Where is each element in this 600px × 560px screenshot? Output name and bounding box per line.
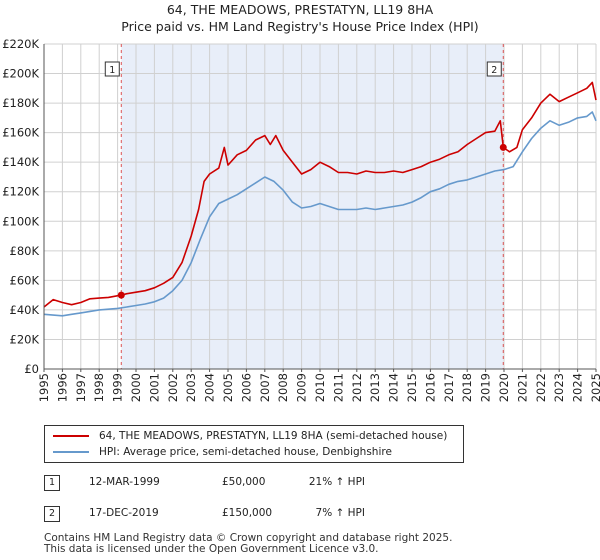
x-tick-label: 2021: [515, 373, 529, 402]
x-tick-label: 2012: [350, 373, 364, 402]
y-tick-label: £40K: [10, 303, 40, 317]
y-tick-label: £140K: [2, 155, 39, 169]
property-series-line: [43, 81, 597, 308]
sale-label-box: [104, 61, 120, 77]
legend-swatch-property: [53, 435, 89, 437]
x-tick-label: 2006: [239, 373, 253, 402]
y-tick-label: £160K: [2, 126, 39, 140]
x-tick-label: 2001: [147, 373, 161, 402]
x-tick-label: 2002: [166, 373, 180, 402]
x-tick-label: 2015: [405, 373, 419, 402]
x-tick-label: 2010: [313, 373, 327, 402]
price-chart: 1 2 £0 £20K £40K £60K £80K £100K £120K £140K £160K…: [2, 37, 600, 402]
sale-hpi-change: 21% ↑ HPI: [308, 476, 365, 488]
x-tick-label: 2016: [423, 373, 437, 402]
sale-number-badge: 1: [44, 475, 60, 491]
sale-price: £50,000: [222, 476, 266, 488]
sale-label-box: [486, 61, 502, 77]
y-tick-label: £0: [24, 362, 39, 376]
x-tick-label: 2000: [129, 373, 143, 402]
y-tick-label: £220K: [2, 37, 39, 51]
sale-hpi-change: 7% ↑ HPI: [315, 507, 365, 519]
x-tick-label: 2025: [589, 373, 600, 402]
x-tick-label: 2014: [387, 373, 401, 402]
x-tick-label: 1995: [37, 373, 51, 402]
x-tick-label: 2007: [258, 373, 272, 402]
chart-subtitle: Price paid vs. HM Land Registry's House …: [121, 19, 479, 34]
x-tick-label: 2011: [331, 373, 345, 402]
sale-number-badge: 2: [44, 506, 60, 522]
y-tick-label: £80K: [10, 244, 40, 258]
sale-date: 12-MAR-1999: [89, 476, 160, 488]
sale-label-number: 2: [491, 65, 497, 76]
y-tick-label: £120K: [2, 185, 39, 199]
y-tick-label: £200K: [2, 67, 39, 81]
sale-price: £150,000: [222, 507, 273, 519]
sale-point: [117, 291, 125, 299]
x-tick-label: 2022: [534, 373, 548, 402]
chart-title-address: 64, THE MEADOWS, PRESTATYN, LL19 8HA: [166, 2, 434, 17]
legend-swatch-hpi: [53, 451, 89, 453]
chart-legend: 64, THE MEADOWS, PRESTATYN, LL19 8HA (se…: [44, 425, 464, 463]
x-tick-label: 2024: [571, 373, 585, 402]
x-tick-label: 2018: [460, 373, 474, 402]
legend-label-hpi: HPI: Average price, semi-detached house,…: [99, 446, 392, 458]
x-tick-label: 2009: [295, 373, 309, 402]
x-tick-label: 1996: [55, 373, 69, 402]
sale-point: [499, 143, 507, 151]
y-tick-label: £20K: [10, 332, 40, 346]
x-tick-label: 1998: [92, 373, 106, 402]
x-tick-label: 1999: [111, 373, 125, 402]
sale-label-number: 1: [109, 65, 115, 76]
y-tick-label: £100K: [2, 214, 39, 228]
legend-item-property: 64, THE MEADOWS, PRESTATYN, LL19 8HA (se…: [53, 428, 447, 444]
x-tick-label: 2005: [221, 373, 235, 402]
x-tick-label: 2020: [497, 373, 511, 402]
x-tick-label: 1997: [74, 373, 88, 402]
x-tick-label: 2017: [442, 373, 456, 402]
legend-label-property: 64, THE MEADOWS, PRESTATYN, LL19 8HA (se…: [99, 430, 448, 442]
x-tick-label: 2003: [184, 373, 198, 402]
footer-copyright: Contains HM Land Registry data © Crown c…: [44, 532, 453, 544]
sale-date: 17-DEC-2019: [89, 507, 159, 519]
x-tick-label: 2013: [368, 373, 382, 402]
hpi-series-line: [43, 111, 597, 317]
x-tick-label: 2008: [276, 373, 290, 402]
x-tick-label: 2004: [203, 373, 217, 402]
y-tick-label: £60K: [10, 273, 40, 287]
footer-licence: This data is licensed under the Open Gov…: [44, 543, 379, 555]
y-tick-label: £180K: [2, 96, 39, 110]
x-tick-label: 2019: [479, 373, 493, 402]
x-tick-label: 2023: [552, 373, 566, 402]
legend-item-hpi: HPI: Average price, semi-detached house,…: [53, 444, 392, 460]
